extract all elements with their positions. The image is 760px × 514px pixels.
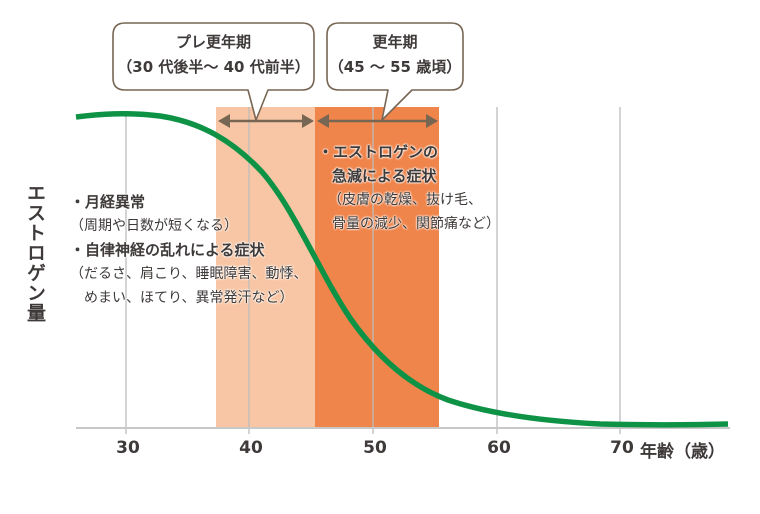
- callout-pre-menopause: [112, 22, 315, 121]
- callout-pre-title: プレ更年期: [175, 33, 251, 51]
- x-tick-30: 30: [116, 438, 140, 458]
- estrogen-curve: [75, 111, 729, 428]
- y-axis-label: エストロゲン量: [24, 183, 46, 323]
- callout-pre-subtitle: （30 代後半〜 40 代前半）: [117, 58, 310, 76]
- symptom-autonomic-detail-2: めまい、ほてり、異常発汗など）: [84, 290, 294, 306]
- callout-menopause: [326, 22, 464, 121]
- symptom-estrogen-head-1: ・エストロゲンの: [318, 143, 439, 161]
- callout-pre-text: プレ更年期 （30 代後半〜 40 代前半）: [113, 30, 314, 80]
- x-tick-40: 40: [239, 438, 263, 458]
- symptom-menstrual-detail: （周期や日数が短くなる）: [70, 218, 238, 234]
- symptom-autonomic-head: ・自律神経の乱れによる症状: [70, 241, 265, 259]
- x-axis-title: 年齢（歳）: [640, 442, 725, 462]
- pre-menopause-range-arrow: [218, 114, 314, 128]
- symptom-estrogen-head-2: 急減による症状: [332, 167, 437, 185]
- x-tick-70: 70: [610, 438, 634, 458]
- callout-meno-subtitle: （45 〜 55 歳頃）: [328, 58, 462, 76]
- menopause-range-arrow: [317, 114, 438, 128]
- callout-meno-title: 更年期: [372, 33, 418, 51]
- pre-menopause-band: [216, 107, 315, 428]
- symptom-autonomic-detail-1: （だるさ、肩こり、睡眠障害、動悸、: [70, 266, 308, 282]
- x-tick-60: 60: [487, 438, 511, 458]
- menopause-symptoms: ・エストロゲンの 急減による症状 （皮膚の乾燥、抜け毛、 骨量の減少、関節痛など…: [318, 140, 500, 236]
- gridlines: [125, 107, 621, 434]
- x-tick-50: 50: [363, 438, 387, 458]
- callout-meno-text: 更年期 （45 〜 55 歳頃）: [327, 30, 463, 80]
- symptom-estrogen-detail-1: （皮膚の乾燥、抜け毛、: [328, 192, 482, 208]
- menopause-band: [315, 107, 439, 428]
- pre-menopause-symptoms: ・月経異常 （周期や日数が短くなる） ・自律神経の乱れによる症状 （だるさ、肩こ…: [70, 190, 307, 310]
- symptom-estrogen-detail-2: 骨量の減少、関節痛など）: [332, 216, 500, 232]
- symptom-menstrual-head: ・月経異常: [70, 193, 146, 211]
